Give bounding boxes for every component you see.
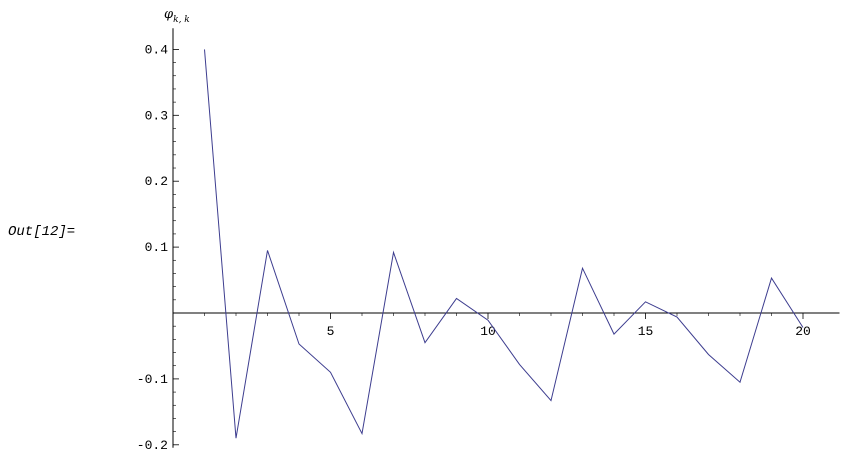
data-point	[424, 342, 425, 343]
data-point	[676, 316, 677, 317]
data-point	[802, 327, 803, 328]
ticks-group: 5 10 15 20 -0.2 -0.1 0.1 0.2 0.3 0.4	[137, 42, 811, 451]
y-axis-label: φk, k	[164, 7, 190, 25]
data-point	[393, 252, 394, 253]
data-point	[519, 364, 520, 365]
data-point	[708, 354, 709, 355]
y-tick-label: 0.4	[145, 42, 169, 57]
data-point	[235, 438, 236, 439]
data-point	[298, 343, 299, 344]
y-axis-label-symbol: φ	[164, 7, 174, 22]
y-tick-label: 0.3	[145, 108, 168, 123]
y-tick-label: 0.2	[145, 174, 168, 189]
y-tick-label: 0.1	[145, 240, 169, 255]
output-cell-label: Out[12]=	[8, 224, 76, 240]
data-point	[330, 372, 331, 373]
y-tick-label: -0.1	[137, 372, 168, 387]
axes-group	[172, 28, 840, 448]
data-point	[645, 301, 646, 302]
series-group	[204, 49, 804, 439]
data-point	[456, 298, 457, 299]
y-axis-label-subscript: k, k	[173, 15, 190, 25]
data-point	[361, 433, 362, 434]
data-point	[267, 250, 268, 251]
y-tick-label: -0.2	[137, 438, 168, 451]
x-tick-label: 20	[795, 324, 811, 339]
data-point	[550, 400, 551, 401]
data-point	[204, 49, 205, 50]
data-point	[582, 268, 583, 269]
data-point	[739, 382, 740, 383]
data-point	[487, 320, 488, 321]
x-tick-label: 10	[480, 324, 496, 339]
x-tick-label: 5	[327, 324, 335, 339]
series-line	[204, 49, 804, 439]
x-tick-label: 15	[638, 324, 654, 339]
data-point	[771, 277, 772, 278]
data-point	[613, 333, 614, 334]
